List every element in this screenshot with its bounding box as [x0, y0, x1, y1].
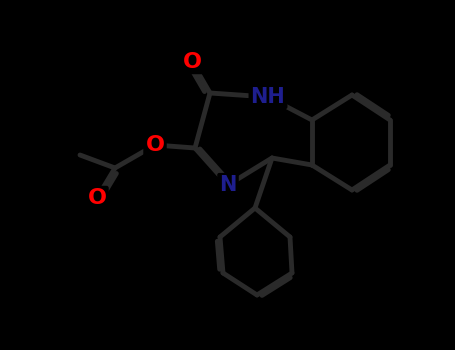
Text: O: O: [87, 188, 106, 208]
Text: O: O: [182, 52, 202, 72]
Text: NH: NH: [251, 87, 285, 107]
Text: N: N: [219, 175, 237, 195]
Text: O: O: [146, 135, 165, 155]
